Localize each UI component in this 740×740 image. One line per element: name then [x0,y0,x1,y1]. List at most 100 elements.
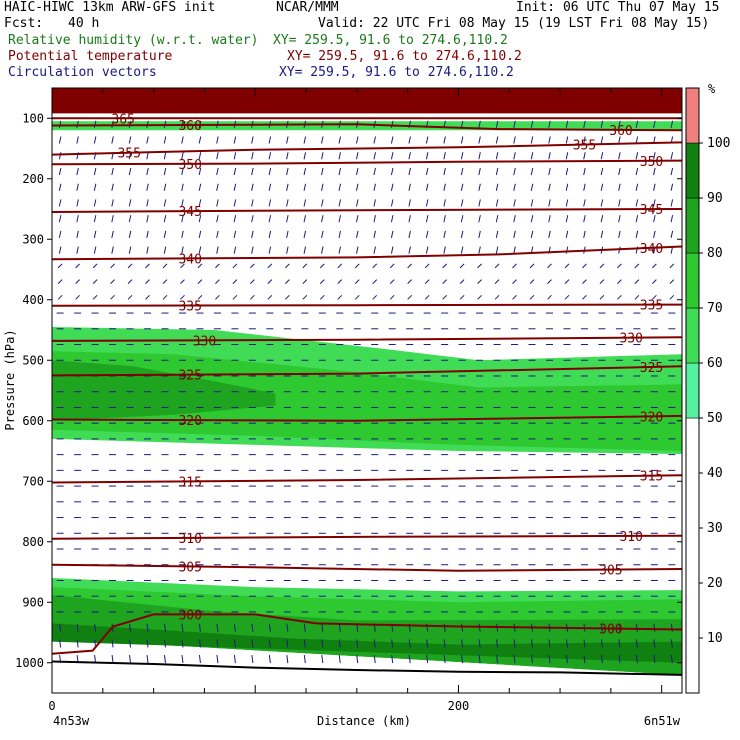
vector-arrow [76,136,79,144]
vector-arrow [111,655,114,664]
vector-arrow [321,639,324,648]
vector-arrow [319,294,325,300]
colorbar-tick-label: 60 [707,356,723,371]
vector-arrow [408,215,411,223]
x-tick-label: 0 [48,699,55,713]
vector-arrow [111,215,114,223]
vector-arrow [163,152,167,160]
vector-arrow [356,136,359,144]
vector-arrow [373,655,376,664]
colorbar-tick-label: 20 [707,576,723,591]
vector-arrow [76,639,79,648]
vector-arrow [618,167,621,176]
vector-arrow [163,623,166,632]
vector-arrow [373,167,376,176]
theta-label-310: 310 [619,530,642,545]
vector-arrow [180,279,185,284]
vector-arrow [356,246,359,254]
vector-arrow [408,230,411,239]
vector-arrow [530,120,534,128]
vector-arrow [478,167,481,176]
vector-arrow [653,199,656,207]
vector-arrow [600,639,603,648]
vector-arrow [425,230,429,239]
vector-arrow [302,263,308,269]
vector-arrow [635,655,638,664]
colorbar-tick-label: 70 [707,301,723,316]
vector-arrow [93,136,97,144]
vector-arrow [495,136,499,144]
field-label-rh: Relative humidity (w.r.t. water) [8,33,259,48]
vector-arrow [670,120,674,128]
plot-frame [51,87,683,694]
vector-arrow [670,230,674,239]
vector-arrow [321,199,324,207]
vector-arrow [162,279,168,284]
vector-arrow [268,152,272,160]
vector-arrow [531,655,534,664]
vector-arrow [424,279,430,284]
vector-arrow [356,215,359,223]
vector-arrow [670,152,674,160]
vector-arrow [76,623,79,632]
vector-arrow [670,655,673,664]
vector-arrow [653,215,656,223]
vector-arrow [267,263,273,269]
vector-arrow [286,655,289,664]
vector-arrow [460,246,464,254]
vector-arrow [268,230,272,239]
vector-arrow [286,183,289,191]
vector-arrow [513,152,516,160]
vector-arrow [652,279,657,284]
vector-arrow [548,120,551,128]
vector-arrow [356,655,359,664]
vector-arrow [284,263,290,269]
vector-arrow [443,623,446,632]
vector-arrow [233,183,237,191]
vector-arrow [618,215,621,223]
vector-arrow [426,655,429,664]
vector-arrow [251,230,254,239]
vector-arrow [338,655,341,664]
vector-arrow [599,279,605,284]
vector-arrow [110,294,115,300]
vector-arrow [670,199,674,207]
rh-band-70 [52,351,682,451]
vector-arrow [600,167,604,176]
colorbar-tick-label: 10 [707,631,723,646]
colorbar-segment-60 [685,307,700,364]
vector-arrow [233,199,237,207]
vector-arrow [548,183,551,191]
vector-arrow [600,199,604,207]
field-xy-rh: XY= 259.5, 91.6 to 274.6,110.2 [273,33,508,48]
vector-arrow [599,263,605,269]
vector-arrow [425,183,429,191]
vector-arrow [512,294,517,300]
theta-label-360: 360 [609,124,632,139]
vector-arrow [408,199,411,207]
colorbar-segment-70 [685,252,700,309]
vector-arrow [547,294,552,300]
colorbar-tick-label: 50 [707,411,723,426]
vector-arrow [390,230,394,239]
colorbar: 10 20 30 40 50 60 70 80 90 100 [685,87,730,694]
vector-arrow [233,623,236,632]
vector-arrow [564,279,570,284]
vector-arrow [198,136,202,144]
vector-arrow [268,136,272,144]
colorbar-unit: % [708,82,716,96]
vector-arrow [547,263,552,269]
vector-arrow [216,230,219,239]
theta-label-320: 320 [178,414,201,429]
vector-arrow [373,136,376,144]
theta-label-340: 340 [640,242,663,257]
vector-arrow [198,167,202,176]
vector-arrow [600,152,604,160]
theta-label-335: 335 [178,300,201,315]
vector-arrow [286,639,289,648]
vector-arrow [565,639,568,648]
vector-arrow [529,294,535,300]
vector-arrow [58,246,62,254]
vector-arrow [408,246,411,254]
vector-arrow [267,279,273,284]
